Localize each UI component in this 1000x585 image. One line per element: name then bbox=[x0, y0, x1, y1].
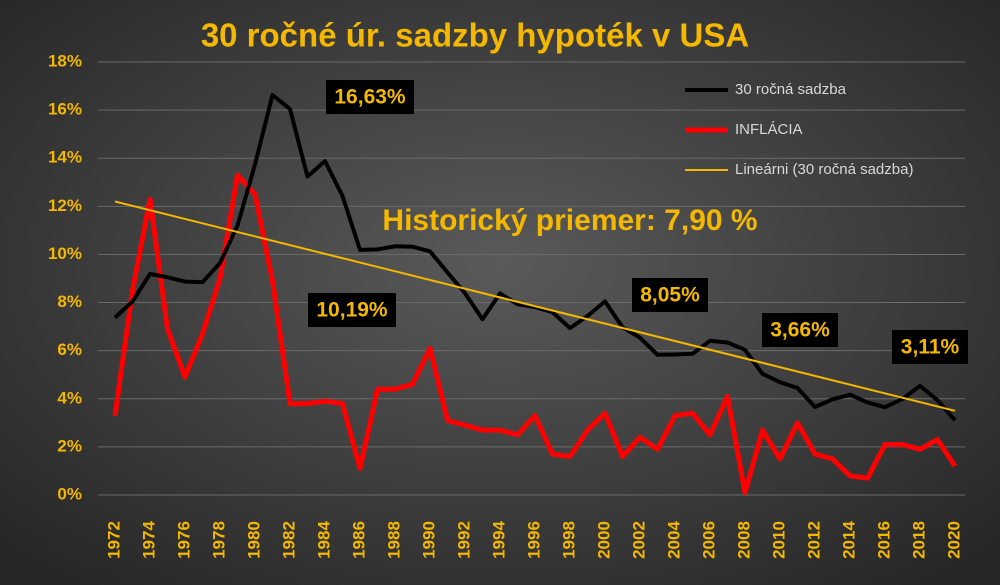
x-tick-label: 2004 bbox=[664, 521, 683, 559]
trend-line bbox=[114, 200, 956, 412]
annotation-box bbox=[326, 80, 414, 114]
x-tick-label: 1986 bbox=[349, 521, 368, 559]
y-tick-label: 8% bbox=[57, 292, 82, 311]
x-tick-label: 1994 bbox=[489, 521, 508, 559]
x-tick-label: 2012 bbox=[804, 521, 823, 559]
x-tick-label: 1984 bbox=[314, 521, 333, 559]
y-tick-label: 0% bbox=[57, 484, 82, 503]
x-tick-label: 1972 bbox=[104, 521, 123, 559]
x-tick-label: 2018 bbox=[909, 521, 928, 559]
y-tick-label: 4% bbox=[57, 388, 82, 407]
annotation-box bbox=[632, 278, 708, 312]
x-tick-label: 1976 bbox=[174, 521, 193, 559]
x-tick-label: 1988 bbox=[384, 521, 403, 559]
x-tick-label: 2002 bbox=[629, 521, 648, 559]
x-tick-label: 1974 bbox=[139, 521, 158, 559]
x-tick-label: 2020 bbox=[944, 521, 963, 559]
average-label: Historický priemer: 7,90 % bbox=[382, 204, 757, 237]
y-tick-label: 12% bbox=[48, 196, 82, 215]
y-tick-label: 10% bbox=[48, 244, 82, 263]
legend-label: Lineárni (30 ročná sadzba) bbox=[735, 161, 913, 178]
x-tick-label: 2010 bbox=[769, 521, 788, 559]
x-tick-label: 1996 bbox=[524, 521, 543, 559]
x-tick-label: 1980 bbox=[244, 521, 263, 559]
y-tick-label: 18% bbox=[48, 51, 82, 70]
x-tick-label: 1982 bbox=[279, 521, 298, 559]
annotation: 3,66% bbox=[770, 319, 830, 342]
series-line bbox=[112, 172, 958, 496]
legend-label: INFLÁCIA bbox=[735, 121, 803, 138]
annotation-box bbox=[892, 330, 968, 364]
x-tick-label: 1992 bbox=[454, 521, 473, 559]
y-tick-label: 2% bbox=[57, 436, 82, 455]
annotation: 10,19% bbox=[316, 299, 388, 322]
y-tick-label: 6% bbox=[57, 340, 82, 359]
legend-label: 30 ročná sadzba bbox=[735, 81, 847, 98]
annotation: 16,63% bbox=[334, 86, 406, 109]
y-tick-label: 14% bbox=[48, 148, 82, 167]
x-tick-label: 1990 bbox=[419, 521, 438, 559]
annotation-box bbox=[762, 313, 838, 347]
x-tick-label: 1998 bbox=[559, 521, 578, 559]
x-tick-label: 2014 bbox=[839, 521, 858, 559]
y-tick-label: 16% bbox=[48, 100, 82, 119]
x-tick-label: 2000 bbox=[594, 521, 613, 559]
x-tick-label: 2008 bbox=[734, 521, 753, 559]
annotation: 3,11% bbox=[901, 336, 960, 359]
chart-title: 30 ročné úr. sadzby hypoték v USA bbox=[201, 17, 749, 54]
x-tick-label: 2016 bbox=[874, 521, 893, 559]
x-tick-label: 2006 bbox=[699, 521, 718, 559]
annotation: 8,05% bbox=[640, 284, 700, 307]
annotation-box bbox=[308, 293, 396, 327]
x-tick-label: 1978 bbox=[209, 521, 228, 559]
